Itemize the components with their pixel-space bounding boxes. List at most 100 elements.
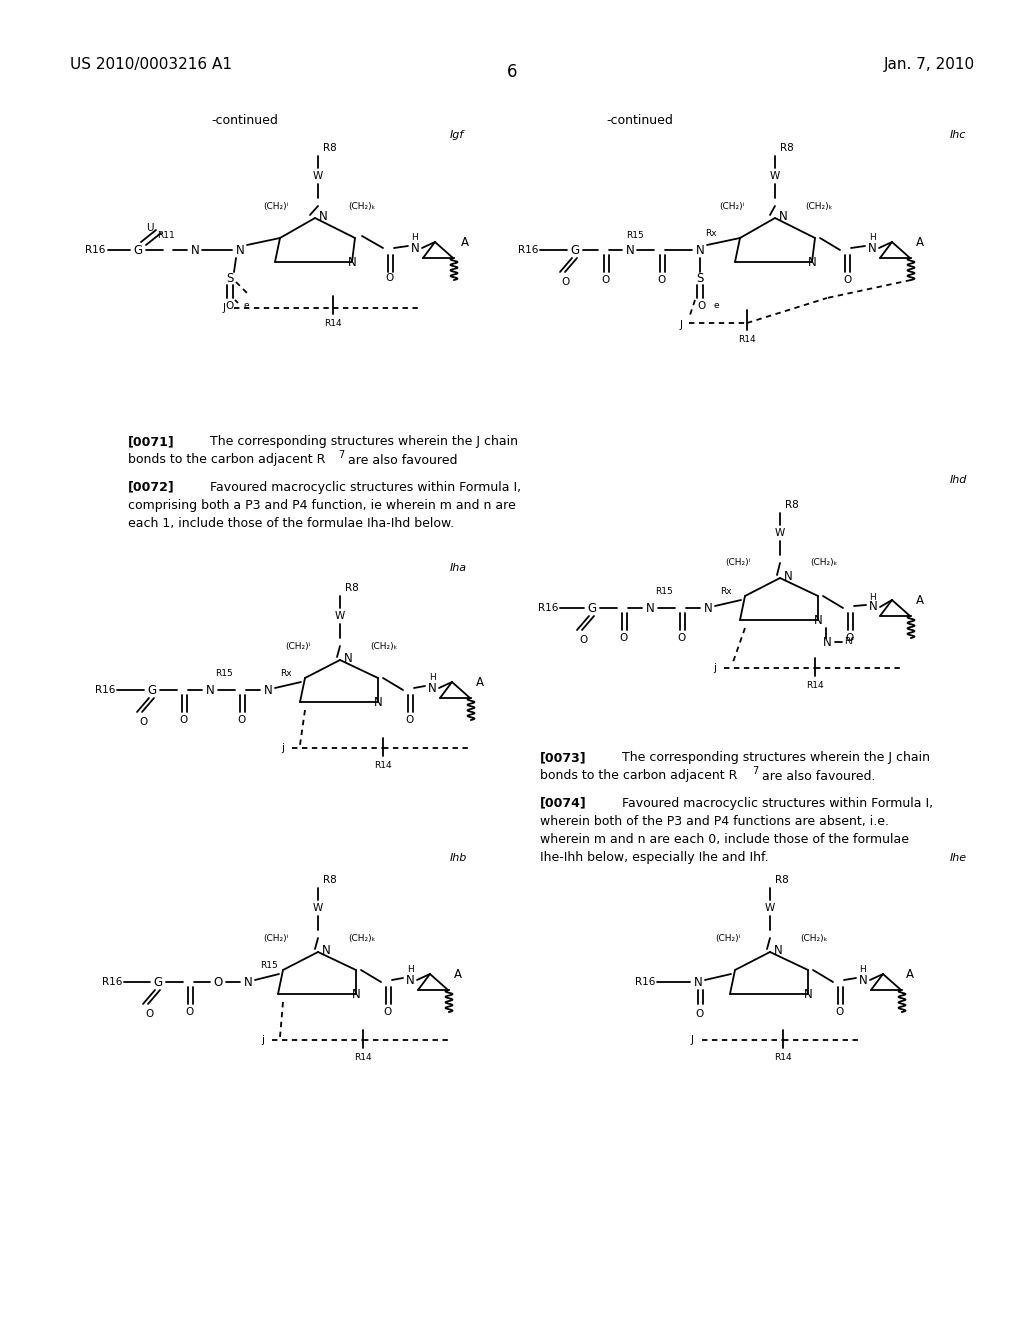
- Text: Ihe: Ihe: [950, 853, 967, 863]
- Text: W: W: [313, 172, 324, 181]
- Text: j: j: [281, 743, 284, 752]
- Text: N: N: [428, 681, 436, 694]
- Text: N: N: [406, 974, 415, 986]
- Text: A: A: [454, 968, 462, 981]
- Text: Jan. 7, 2010: Jan. 7, 2010: [884, 58, 975, 73]
- Text: (CH₂)ₖ: (CH₂)ₖ: [348, 202, 376, 210]
- Text: R16: R16: [94, 685, 115, 696]
- Text: H: H: [869, 593, 877, 602]
- Text: R14: R14: [806, 681, 824, 690]
- Text: J: J: [223, 304, 226, 313]
- Text: Favoured macrocyclic structures within Formula I,: Favoured macrocyclic structures within F…: [210, 480, 521, 494]
- Text: J: J: [691, 1035, 694, 1045]
- Text: N: N: [867, 242, 877, 255]
- Text: O: O: [836, 1007, 844, 1016]
- Text: Ihd: Ihd: [950, 475, 968, 484]
- Text: O: O: [384, 1007, 392, 1016]
- Text: are also favoured.: are also favoured.: [758, 770, 876, 783]
- Text: 6: 6: [507, 63, 517, 81]
- Text: R14: R14: [325, 319, 342, 329]
- Text: G: G: [133, 243, 142, 256]
- Text: j: j: [713, 663, 716, 673]
- Text: G: G: [588, 602, 597, 615]
- Text: O: O: [843, 275, 851, 285]
- Text: N: N: [695, 243, 705, 256]
- Text: N: N: [190, 243, 200, 256]
- Text: N: N: [322, 944, 331, 957]
- Text: A: A: [916, 235, 924, 248]
- Text: N: N: [411, 242, 420, 255]
- Text: [0071]: [0071]: [128, 436, 175, 449]
- Text: W: W: [335, 611, 345, 620]
- Text: N: N: [351, 987, 360, 1001]
- Text: R16: R16: [85, 246, 105, 255]
- Text: R15: R15: [626, 231, 644, 239]
- Text: bonds to the carbon adjacent R: bonds to the carbon adjacent R: [540, 770, 737, 783]
- Text: are also favoured: are also favoured: [344, 454, 458, 466]
- Text: bonds to the carbon adjacent R: bonds to the carbon adjacent R: [128, 454, 326, 466]
- Text: O: O: [238, 715, 246, 725]
- Text: R14: R14: [374, 762, 392, 771]
- Text: each 1, include those of the formulae Iha-Ihd below.: each 1, include those of the formulae Ih…: [128, 516, 454, 529]
- Text: H: H: [429, 673, 435, 682]
- Text: N: N: [868, 601, 878, 614]
- Text: Rx: Rx: [720, 587, 731, 597]
- Text: J: J: [680, 319, 683, 330]
- Text: G: G: [154, 975, 163, 989]
- Text: O: O: [139, 717, 147, 727]
- Text: e: e: [714, 301, 720, 310]
- Text: wherein both of the P3 and P4 functions are absent, i.e.: wherein both of the P3 and P4 functions …: [540, 814, 889, 828]
- Text: O: O: [406, 715, 414, 725]
- Text: N: N: [693, 975, 702, 989]
- Text: G: G: [147, 684, 157, 697]
- Text: R15: R15: [655, 587, 673, 597]
- Text: The corresponding structures wherein the J chain: The corresponding structures wherein the…: [622, 751, 930, 764]
- Text: R14: R14: [738, 335, 756, 345]
- Text: N: N: [244, 975, 252, 989]
- Text: 7: 7: [338, 450, 344, 459]
- Text: (CH₂)ⁱ: (CH₂)ⁱ: [263, 933, 288, 942]
- Text: S: S: [696, 272, 703, 285]
- Text: R16: R16: [517, 246, 538, 255]
- Text: O: O: [386, 273, 394, 282]
- Text: O: O: [696, 1008, 705, 1019]
- Text: Ihb: Ihb: [450, 853, 467, 863]
- Text: Ihe-Ihh below, especially Ihe and Ihf.: Ihe-Ihh below, especially Ihe and Ihf.: [540, 850, 769, 863]
- Text: R8: R8: [785, 500, 799, 510]
- Text: [0074]: [0074]: [540, 796, 587, 809]
- Text: US 2010/0003216 A1: US 2010/0003216 A1: [70, 58, 232, 73]
- Text: O: O: [180, 715, 188, 725]
- Text: Ihc: Ihc: [950, 129, 967, 140]
- Text: N: N: [859, 974, 867, 986]
- Text: O: O: [226, 301, 234, 312]
- Text: N: N: [779, 210, 787, 223]
- Text: O: O: [698, 301, 707, 312]
- Text: N: N: [206, 684, 214, 697]
- Text: 7: 7: [752, 766, 758, 776]
- Text: R16: R16: [538, 603, 558, 612]
- Text: wherein m and n are each 0, include those of the formulae: wherein m and n are each 0, include thos…: [540, 833, 909, 846]
- Text: N: N: [823, 635, 831, 648]
- Text: W: W: [313, 903, 324, 913]
- Text: N: N: [626, 243, 635, 256]
- Text: H: H: [407, 965, 414, 974]
- Text: R8: R8: [780, 143, 794, 153]
- Text: N: N: [808, 256, 816, 268]
- Text: O: O: [579, 635, 587, 645]
- Text: (CH₂)ⁱ: (CH₂)ⁱ: [725, 558, 750, 568]
- Text: N: N: [774, 944, 782, 957]
- Text: O: O: [678, 634, 686, 643]
- Text: O: O: [620, 634, 628, 643]
- Text: G: G: [570, 243, 580, 256]
- Text: U: U: [146, 223, 154, 234]
- Text: (CH₂)ⁱ: (CH₂)ⁱ: [720, 202, 745, 210]
- Text: R14: R14: [354, 1053, 372, 1063]
- Text: Favoured macrocyclic structures within Formula I,: Favoured macrocyclic structures within F…: [622, 796, 933, 809]
- Text: O: O: [213, 975, 222, 989]
- Text: N: N: [319, 210, 328, 223]
- Text: (CH₂)ₖ: (CH₂)ₖ: [805, 202, 833, 210]
- Text: [0072]: [0072]: [128, 480, 175, 494]
- Text: N: N: [263, 684, 272, 697]
- Text: O: O: [144, 1008, 154, 1019]
- Text: (CH₂)ₖ: (CH₂)ₖ: [348, 933, 376, 942]
